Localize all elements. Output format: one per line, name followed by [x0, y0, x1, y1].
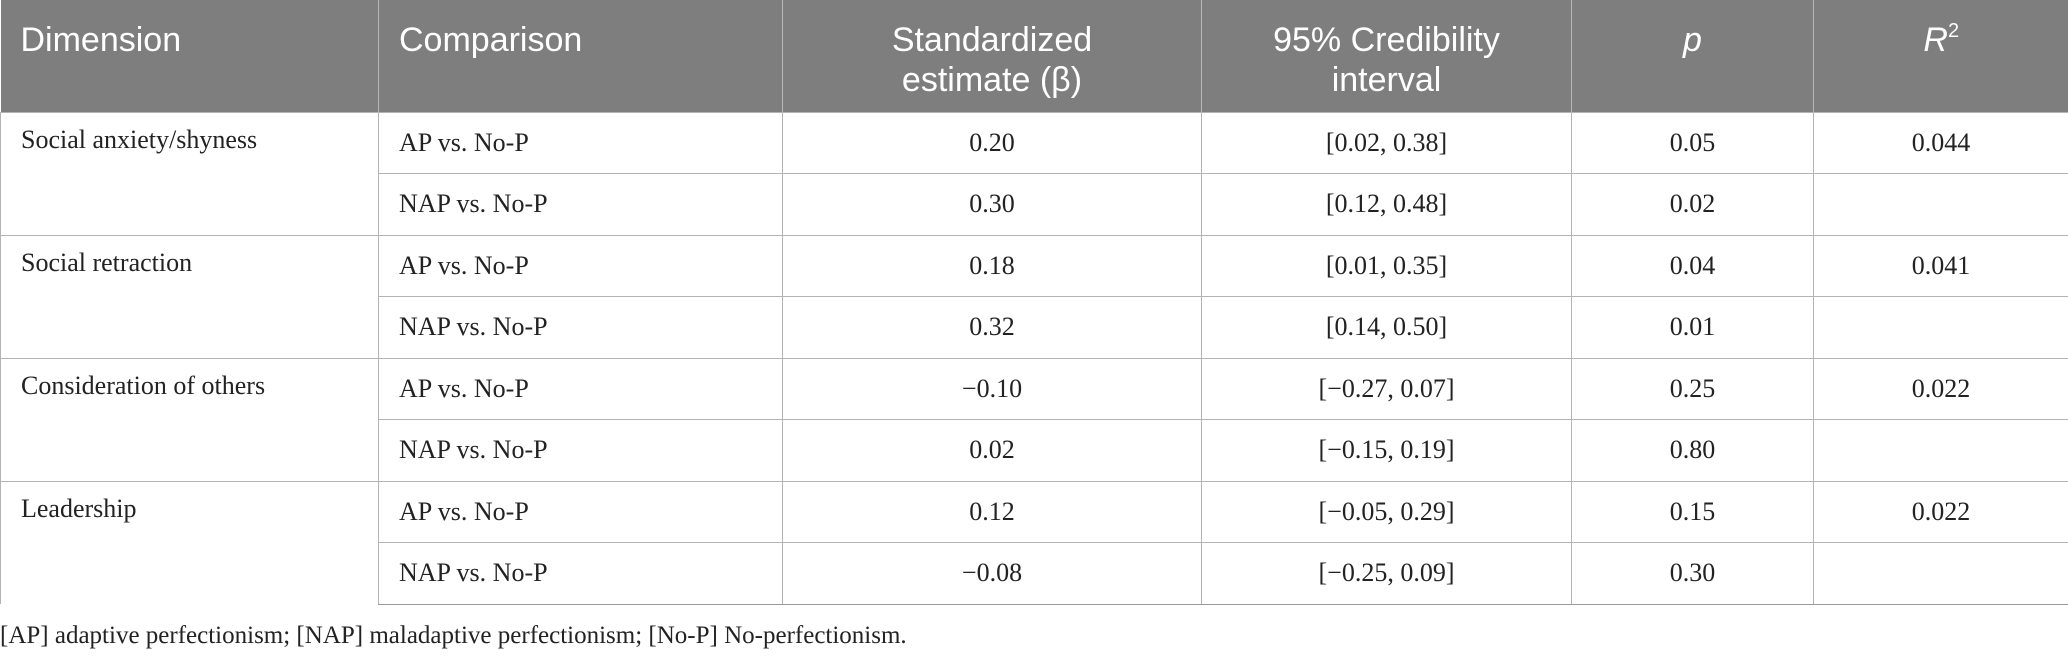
table-footnote: [AP] adaptive perfectionism; [NAP] malad…	[0, 622, 907, 649]
results-table: Dimension Comparison Standardized estima…	[0, 0, 2068, 605]
dimension-cell: Consideration of others	[0, 357, 379, 481]
r2-cell: 0.022	[1813, 480, 2068, 543]
comparison-cell: NAP vs. No-P	[378, 296, 783, 358]
dimension-cell: Social retraction	[0, 234, 379, 358]
beta-cell: 0.32	[782, 296, 1202, 358]
table-row: NAP vs. No-P −0.08 [−0.25, 0.09] 0.30	[1, 542, 2068, 605]
r2-cell-empty	[1813, 542, 2068, 605]
r2-cell: 0.044	[1813, 111, 2068, 174]
header-r-letter: R	[1923, 21, 1948, 59]
p-cell: 0.04	[1571, 234, 1814, 297]
header-dimension: Dimension	[0, 0, 379, 112]
r2-cell: 0.022	[1813, 357, 2068, 420]
p-cell: 0.15	[1571, 480, 1814, 543]
p-cell: 0.01	[1571, 296, 1814, 358]
comparison-cell: AP vs. No-P	[378, 357, 783, 420]
table-row: NAP vs. No-P 0.32 [0.14, 0.50] 0.01	[1, 296, 2068, 358]
ci-cell: [−0.05, 0.29]	[1201, 480, 1572, 543]
beta-cell: −0.10	[782, 357, 1202, 420]
table-row: NAP vs. No-P 0.02 [−0.15, 0.19] 0.80	[1, 419, 2068, 481]
header-interval-line2: interval	[1331, 61, 1442, 99]
table-row: Consideration of others AP vs. No-P −0.1…	[0, 357, 2068, 481]
results-table-container: Dimension Comparison Standardized estima…	[0, 0, 2068, 605]
ci-cell: [0.01, 0.35]	[1201, 234, 1572, 297]
header-standardized-estimate: Standardized estimate (β)	[782, 0, 1202, 112]
comparison-cell: AP vs. No-P	[378, 111, 783, 174]
table-row: Social anxiety/shyness AP vs. No-P 0.20 …	[0, 111, 2068, 235]
comparison-cell: NAP vs. No-P	[378, 542, 783, 605]
beta-cell: 0.30	[782, 173, 1202, 235]
beta-cell: −0.08	[782, 542, 1202, 605]
table-header: Dimension Comparison Standardized estima…	[0, 0, 2068, 112]
comparison-cell: NAP vs. No-P	[378, 419, 783, 481]
beta-cell: 0.12	[782, 480, 1202, 543]
header-r-superscript: 2	[1947, 20, 1960, 42]
ci-cell: [−0.25, 0.09]	[1201, 542, 1572, 605]
table-row: Social retraction AP vs. No-P 0.18 [0.01…	[0, 234, 2068, 358]
ci-cell: [−0.15, 0.19]	[1201, 419, 1572, 481]
r2-cell-empty	[1813, 173, 2068, 235]
comparison-cell: NAP vs. No-P	[378, 173, 783, 235]
comparison-cell: AP vs. No-P	[378, 234, 783, 297]
header-p: p	[1571, 0, 1814, 112]
ci-cell: [−0.27, 0.07]	[1201, 357, 1572, 420]
header-estimate-line1: Standardized	[891, 21, 1093, 59]
comparison-cell: AP vs. No-P	[378, 480, 783, 543]
ci-cell: [0.02, 0.38]	[1201, 111, 1572, 174]
header-row: Dimension Comparison Standardized estima…	[0, 0, 2068, 112]
p-cell: 0.25	[1571, 357, 1814, 420]
header-estimate-line2: estimate (β)	[901, 61, 1083, 99]
ci-cell: [0.14, 0.50]	[1201, 296, 1572, 358]
beta-cell: 0.20	[782, 111, 1202, 174]
ci-cell: [0.12, 0.48]	[1201, 173, 1572, 235]
dimension-cell: Social anxiety/shyness	[0, 111, 379, 235]
p-cell: 0.30	[1571, 542, 1814, 605]
dimension-cell: Leadership	[0, 480, 379, 604]
table-row: NAP vs. No-P 0.30 [0.12, 0.48] 0.02	[1, 173, 2068, 235]
p-cell: 0.80	[1571, 419, 1814, 481]
p-cell: 0.05	[1571, 111, 1814, 174]
table-body: Social anxiety/shyness AP vs. No-P 0.20 …	[0, 111, 2068, 605]
r2-cell-empty	[1813, 419, 2068, 481]
header-credibility-interval: 95% Credibility interval	[1201, 0, 1572, 112]
header-interval-line1: 95% Credibility	[1273, 21, 1500, 59]
r2-cell-empty	[1813, 296, 2068, 358]
header-r-squared: R2	[1813, 0, 2068, 112]
r2-cell: 0.041	[1813, 234, 2068, 297]
p-cell: 0.02	[1571, 173, 1814, 235]
beta-cell: 0.18	[782, 234, 1202, 297]
table-row: Leadership AP vs. No-P 0.12 [−0.05, 0.29…	[0, 480, 2068, 604]
beta-cell: 0.02	[782, 419, 1202, 481]
header-comparison: Comparison	[378, 0, 783, 112]
